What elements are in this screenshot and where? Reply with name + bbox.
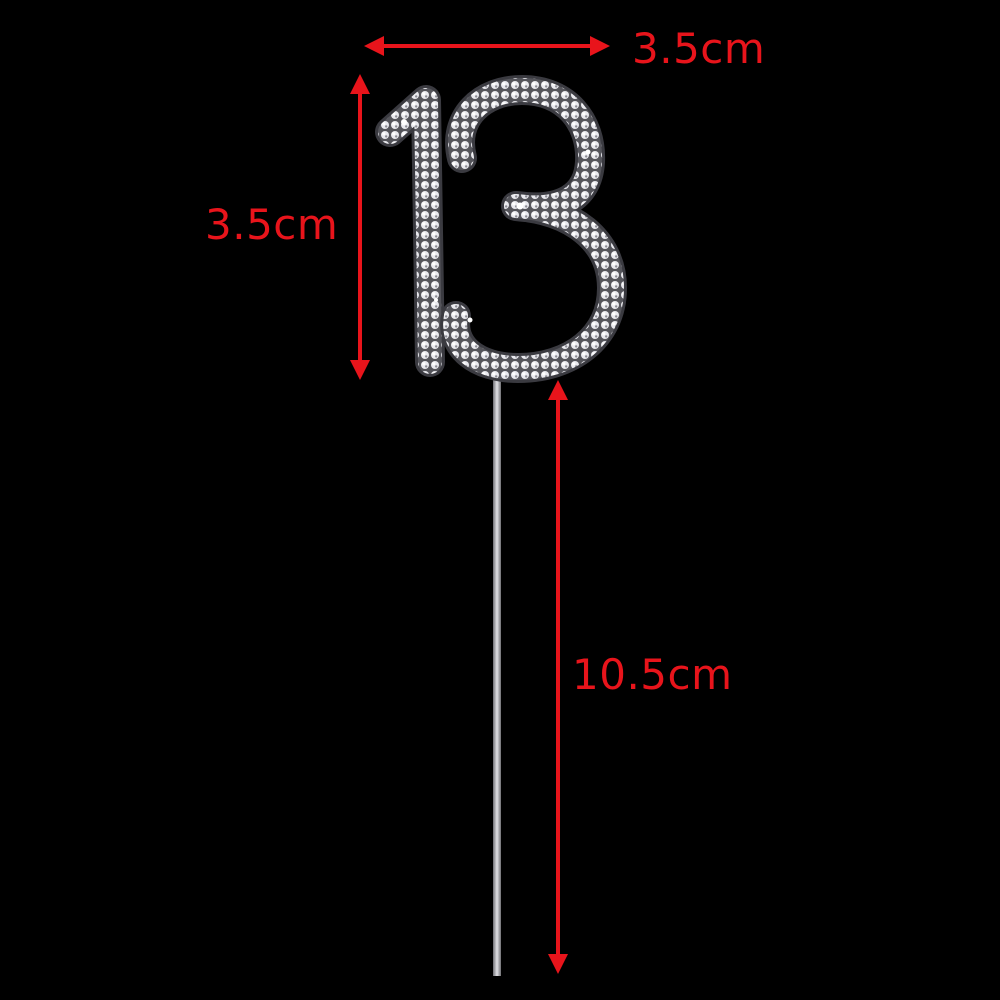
height-label: 3.5cm	[205, 200, 339, 249]
topper-stick	[493, 368, 501, 976]
stick-length-label: 10.5cm	[572, 650, 733, 699]
digit-one	[375, 85, 445, 377]
digit-three	[440, 75, 627, 383]
width-label: 3.5cm	[632, 24, 766, 73]
sparkle-highlights	[401, 119, 591, 323]
